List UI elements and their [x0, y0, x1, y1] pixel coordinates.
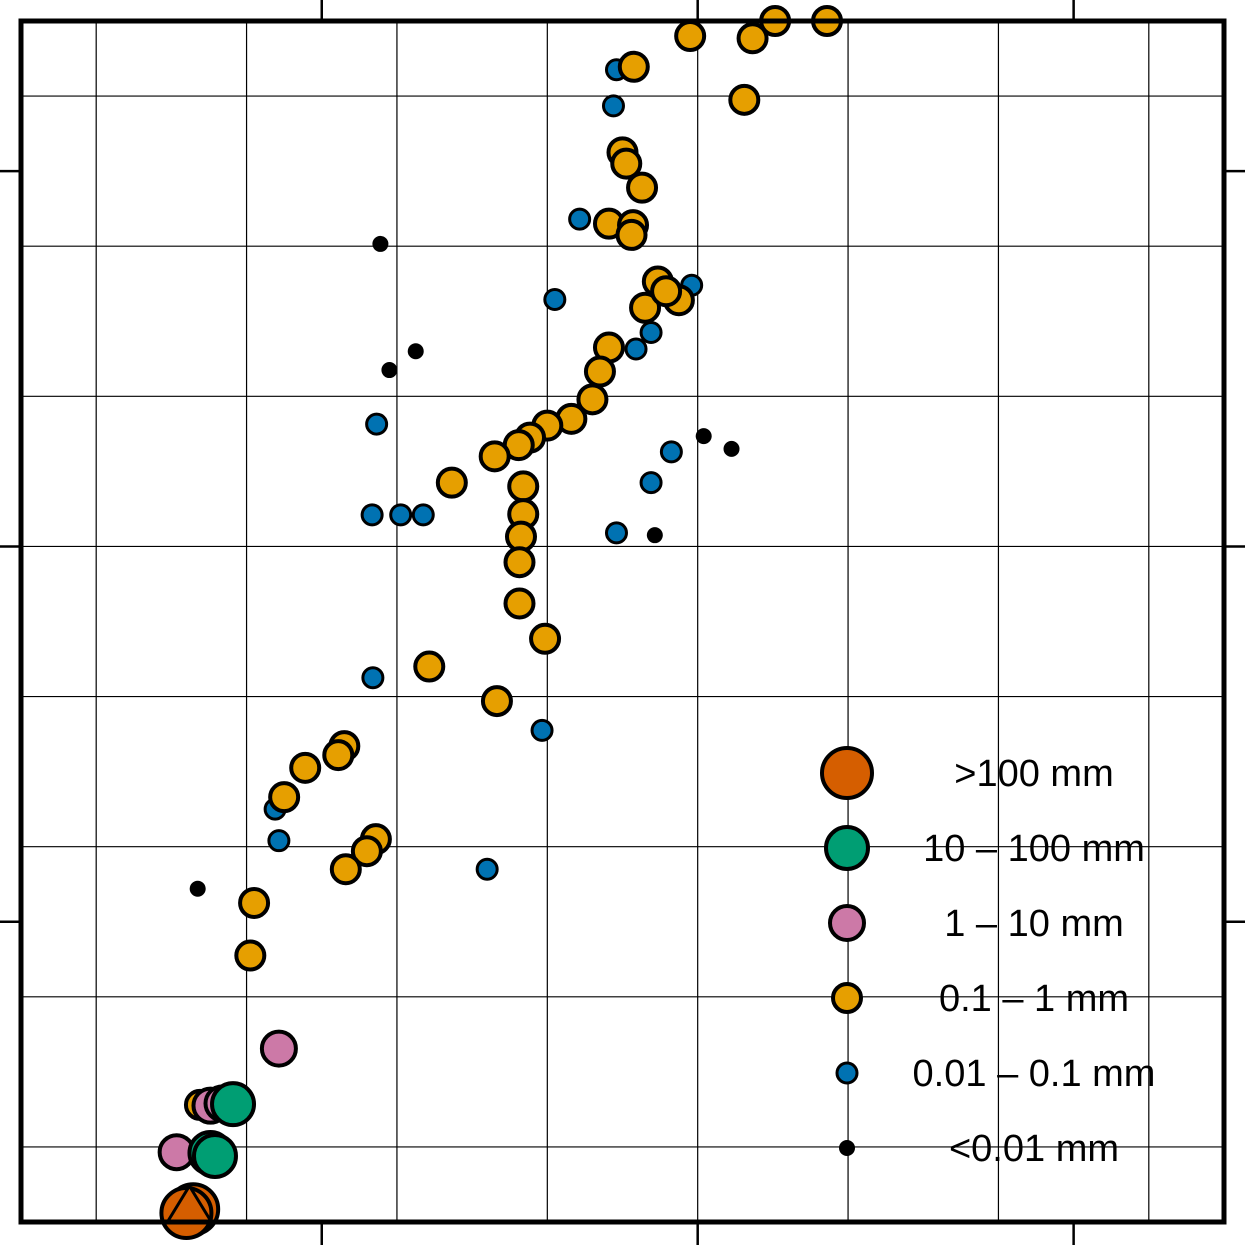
legend-label: >100 mm	[954, 753, 1113, 795]
data-point-0p01_0p1	[475, 857, 499, 881]
data-point-0p1_1	[650, 275, 683, 308]
data-point-lt0p01	[646, 527, 663, 544]
legend-marker	[831, 982, 863, 1014]
data-point-0p1_1	[503, 546, 536, 579]
data-point-0p1_1	[234, 939, 267, 972]
data-point-lt0p01	[695, 428, 712, 445]
data-point-0p1_1	[610, 147, 643, 180]
legend-item-1_10: 1 – 10 mm	[828, 903, 1124, 945]
data-point-10_100	[191, 1132, 238, 1179]
legend-marker	[835, 1061, 859, 1085]
data-point-0p01_0p1	[601, 94, 625, 118]
data-point-0p01_0p1	[568, 207, 592, 231]
data-point-10_100	[210, 1081, 257, 1128]
plot-frame	[18, 18, 1227, 1225]
data-point-0p1_1	[626, 171, 659, 204]
data-point-0p1_1	[583, 355, 616, 388]
data-point-0p01_0p1	[411, 503, 435, 527]
data-point-0p1_1	[322, 739, 355, 772]
data-point-0p1_1	[350, 835, 383, 868]
data-point-0p01_0p1	[604, 521, 628, 545]
data-point-0p1_1	[289, 751, 322, 784]
data-point-0p1_1	[617, 50, 650, 83]
legend-item-gt100: >100 mm	[820, 746, 1114, 800]
data-point-0p01_0p1	[543, 287, 567, 311]
data-point-0p1_1	[238, 886, 271, 919]
data-point-0p1_1	[435, 466, 468, 499]
legend-marker	[820, 746, 874, 800]
data-point-1_10	[259, 1029, 298, 1068]
data-point-0p1_1	[615, 218, 648, 251]
legend-item-0p01_0p1: 0.01 – 0.1 mm	[835, 1053, 1156, 1095]
legend-item-10_100: 10 – 100 mm	[824, 825, 1145, 871]
data-point-0p1_1	[728, 83, 761, 116]
data-point-0p01_0p1	[389, 503, 413, 527]
legend-item-0p1_1: 0.1 – 1 mm	[831, 978, 1129, 1020]
data-point-0p1_1	[503, 587, 536, 620]
data-point-0p01_0p1	[624, 337, 648, 361]
data-point-0p1_1	[674, 20, 707, 53]
legend-label: 0.1 – 1 mm	[939, 978, 1129, 1020]
data-point-0p1_1	[736, 22, 769, 55]
legend-item-lt0p01: <0.01 mm	[839, 1128, 1119, 1170]
data-point-0p01_0p1	[530, 718, 554, 742]
data-point-lt0p01	[407, 343, 424, 360]
data-point-0p01_0p1	[659, 440, 683, 464]
legend-marker	[824, 825, 870, 871]
legend-label: 1 – 10 mm	[944, 903, 1124, 945]
legend-marker	[828, 904, 866, 942]
data-point-0p1_1	[413, 650, 446, 683]
legend-marker	[839, 1140, 855, 1156]
data-point-0p1_1	[507, 470, 540, 503]
data-point-lt0p01	[381, 362, 398, 379]
legend-label: 0.01 – 0.1 mm	[913, 1053, 1156, 1095]
data-point-lt0p01	[189, 880, 206, 897]
data-point-0p1_1	[576, 383, 609, 416]
legend-label: <0.01 mm	[949, 1128, 1119, 1170]
data-point-0p1_1	[529, 622, 562, 655]
data-point-lt0p01	[372, 235, 389, 252]
data-point-0p1_1	[478, 440, 511, 473]
data-point-0p1_1	[480, 685, 513, 718]
data-point-0p01_0p1	[639, 471, 663, 495]
data-point-0p01_0p1	[360, 503, 384, 527]
legend-label: 10 – 100 mm	[923, 828, 1145, 870]
data-point-0p01_0p1	[639, 321, 663, 345]
data-point-0p1_1	[268, 781, 301, 814]
data-point-lt0p01	[723, 440, 740, 457]
data-point-0p01_0p1	[267, 829, 291, 853]
data-point-0p1_1	[629, 291, 662, 324]
data-points	[157, 5, 844, 1240]
data-point-0p1_1	[329, 853, 362, 886]
legend: >100 mm 10 – 100 mm 1 – 10 mm 0.1 – 1 mm 0.0…	[820, 746, 1156, 1170]
data-point-0p01_0p1	[365, 412, 389, 436]
data-point-0p01_0p1	[361, 666, 385, 690]
